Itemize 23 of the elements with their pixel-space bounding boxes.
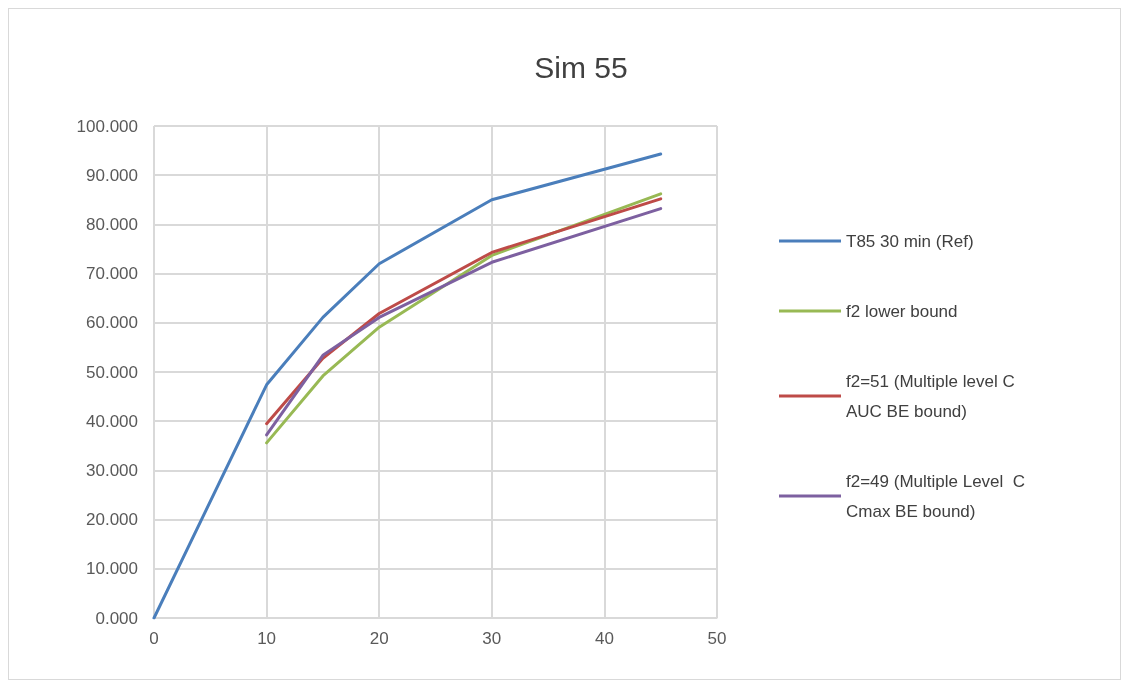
y-tick-label: 60.000 — [86, 313, 138, 333]
y-tick-label: 80.000 — [86, 214, 138, 234]
legend-label: T85 30 min (Ref) — [846, 231, 974, 251]
y-tick-label: 0.000 — [95, 608, 138, 628]
y-tick-label: 50.000 — [86, 362, 138, 382]
y-tick-label: 20.000 — [86, 510, 138, 530]
x-tick-label: 10 — [257, 629, 277, 648]
chart-title: Sim 55 — [534, 50, 628, 84]
y-tick-label: 90.000 — [86, 165, 138, 185]
y-tick-label: 70.000 — [86, 264, 138, 284]
legend-label: f2 lower bound — [846, 301, 958, 321]
x-tick-label: 20 — [369, 629, 389, 648]
legend-label: f2=51 (Multiple level C AUC BE bound) — [846, 371, 1020, 421]
x-tick-label: 30 — [482, 629, 502, 648]
x-tick-label: 0 — [149, 629, 159, 648]
y-tick-label: 10.000 — [86, 559, 138, 579]
legend-label: f2=49 (Multiple Level C Cmax BE bound) — [846, 471, 1030, 521]
x-tick-label: 50 — [707, 629, 727, 648]
y-tick-label: 100.000 — [76, 116, 138, 136]
y-tick-label: 30.000 — [86, 460, 138, 480]
x-tick-label: 40 — [594, 629, 614, 648]
y-tick-label: 40.000 — [86, 411, 138, 431]
line-series — [152, 152, 663, 620]
